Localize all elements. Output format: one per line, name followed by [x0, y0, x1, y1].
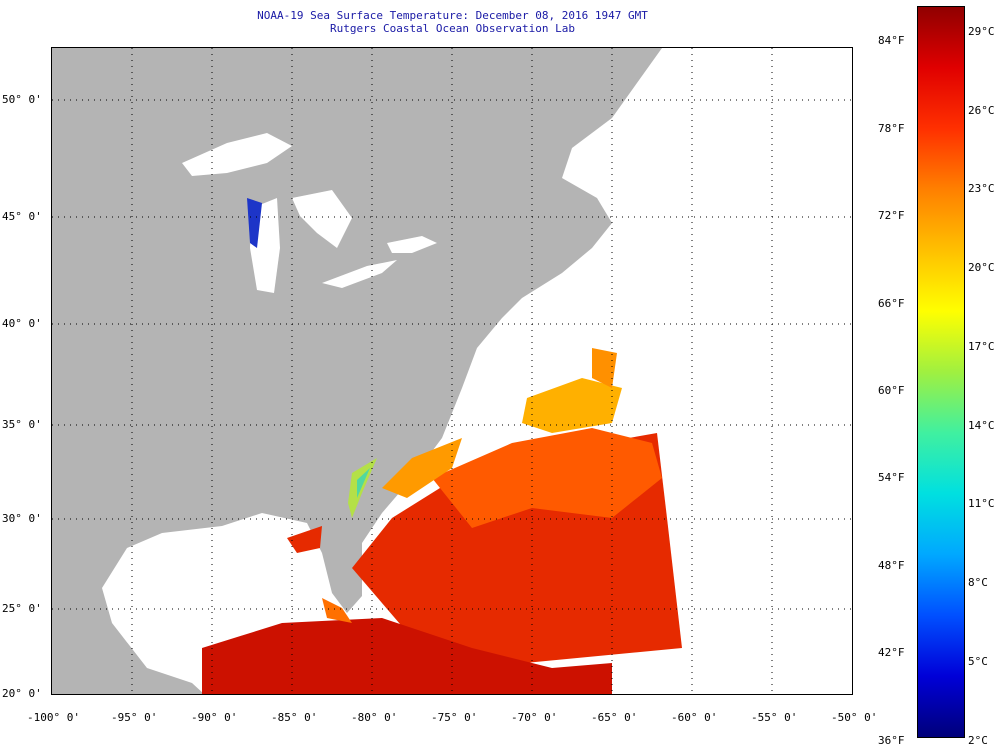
colorbar-f-label-66: 66°F: [878, 297, 905, 310]
lon-label-95: -95° 0': [111, 711, 158, 724]
lat-label-25: 25° 0': [2, 602, 42, 615]
colorbar-f-label-36: 36°F: [878, 734, 905, 747]
lat-label-30: 30° 0': [2, 512, 42, 525]
lon-label-55: -55° 0': [751, 711, 798, 724]
lat-label-35: 35° 0': [2, 418, 42, 431]
lon-label-85: -85° 0': [271, 711, 318, 724]
lon-label-80: -80° 0': [351, 711, 398, 724]
lon-label-100: -100° 0': [27, 711, 80, 724]
colorbar-c-label-17: 17°C: [968, 340, 995, 353]
lon-label-65: -65° 0': [591, 711, 638, 724]
colorbar-c-label-11: 11°C: [968, 497, 995, 510]
colorbar-c-label-23: 23°C: [968, 182, 995, 195]
lat-label-50: 50° 0': [2, 93, 42, 106]
lon-label-60: -60° 0': [671, 711, 718, 724]
colorbar-f-label-60: 60°F: [878, 384, 905, 397]
lon-label-90: -90° 0': [191, 711, 238, 724]
map-title: NOAA-19 Sea Surface Temperature: Decembe…: [257, 9, 648, 22]
colorbar-f-label-84: 84°F: [878, 34, 905, 47]
colorbar-c-label-5: 5°C: [968, 655, 988, 668]
colorbar-c-label-14: 14°C: [968, 419, 995, 432]
colorbar-f-label-42: 42°F: [878, 646, 905, 659]
lat-label-45: 45° 0': [2, 210, 42, 223]
colorbar-c-label-20: 20°C: [968, 261, 995, 274]
colorbar-f-label-48: 48°F: [878, 559, 905, 572]
temperature-colorbar: [917, 6, 965, 738]
lon-label-70: -70° 0': [511, 711, 558, 724]
lon-label-50: -50° 0': [831, 711, 878, 724]
colorbar-c-label-8: 8°C: [968, 576, 988, 589]
great-lakes: [182, 133, 437, 293]
colorbar-c-label-2: 2°C: [968, 734, 988, 747]
lat-label-20: 20° 0': [2, 687, 42, 700]
colorbar-c-label-26: 26°C: [968, 104, 995, 117]
sst-map-svg: [52, 48, 852, 694]
gridlines: [52, 48, 852, 694]
lat-label-40: 40° 0': [2, 317, 42, 330]
colorbar-f-label-78: 78°F: [878, 122, 905, 135]
colorbar-f-label-72: 72°F: [878, 209, 905, 222]
sst-map: [51, 47, 853, 695]
lon-label-75: -75° 0': [431, 711, 478, 724]
map-subtitle: Rutgers Coastal Ocean Observation Lab: [329, 22, 576, 35]
colorbar-c-label-29: 29°C: [968, 25, 995, 38]
colorbar-f-label-54: 54°F: [878, 471, 905, 484]
sst-swaths: [202, 198, 682, 694]
